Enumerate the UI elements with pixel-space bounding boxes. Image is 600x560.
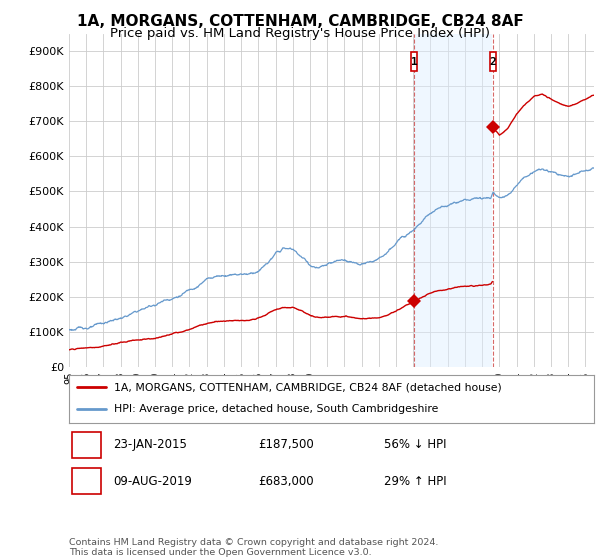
Text: 2: 2 — [490, 57, 496, 67]
Bar — [490, 52, 496, 71]
Text: Price paid vs. HM Land Registry's House Price Index (HPI): Price paid vs. HM Land Registry's House … — [110, 27, 490, 40]
Text: 29% ↑ HPI: 29% ↑ HPI — [384, 475, 446, 488]
Text: £187,500: £187,500 — [258, 438, 314, 451]
Bar — [412, 52, 418, 71]
Bar — [71, 432, 101, 458]
Text: Contains HM Land Registry data © Crown copyright and database right 2024.
This d: Contains HM Land Registry data © Crown c… — [69, 538, 439, 557]
Text: 1: 1 — [411, 57, 418, 67]
Text: 1A, MORGANS, COTTENHAM, CAMBRIDGE, CB24 8AF: 1A, MORGANS, COTTENHAM, CAMBRIDGE, CB24 … — [77, 14, 523, 29]
Text: 2: 2 — [82, 475, 89, 488]
Bar — [71, 468, 101, 494]
Text: 56% ↓ HPI: 56% ↓ HPI — [384, 438, 446, 451]
Text: 1A, MORGANS, COTTENHAM, CAMBRIDGE, CB24 8AF (detached house): 1A, MORGANS, COTTENHAM, CAMBRIDGE, CB24 … — [113, 382, 502, 392]
Text: £683,000: £683,000 — [258, 475, 314, 488]
Text: HPI: Average price, detached house, South Cambridgeshire: HPI: Average price, detached house, Sout… — [113, 404, 438, 414]
Text: 1: 1 — [82, 438, 89, 451]
Text: 23-JAN-2015: 23-JAN-2015 — [113, 438, 187, 451]
Text: 09-AUG-2019: 09-AUG-2019 — [113, 475, 193, 488]
